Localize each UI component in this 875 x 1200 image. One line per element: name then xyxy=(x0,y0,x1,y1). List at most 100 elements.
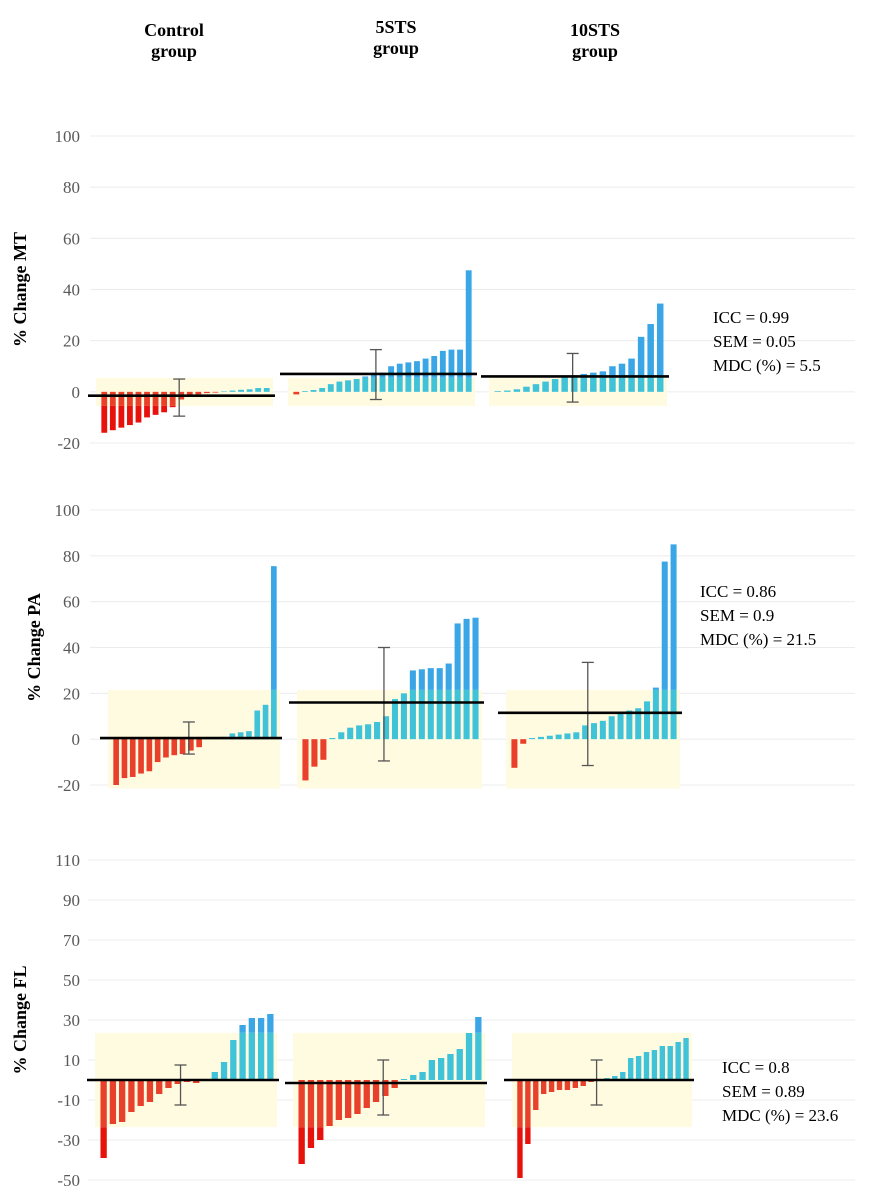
pa-group-1-bar xyxy=(229,733,236,740)
fl-group-2-bar xyxy=(419,1072,426,1080)
fl-group-1-bar xyxy=(267,1014,274,1033)
mt-group-3-bar xyxy=(628,377,635,392)
fl-group-2-bar xyxy=(400,1079,408,1080)
pa-group-3-bar xyxy=(537,736,544,740)
mt-group-2-bar xyxy=(319,387,326,392)
mt-group-1-bar xyxy=(118,405,125,428)
pa-group-2-bar xyxy=(409,670,416,690)
mt-group-1-bar xyxy=(144,405,150,418)
mt-group-2-bar xyxy=(345,380,351,392)
fl-group-3-bar xyxy=(651,1050,658,1080)
fl-group-3 xyxy=(504,1032,694,1178)
mt-group-3-bar xyxy=(656,303,664,378)
mt-group-1-bar xyxy=(255,387,262,392)
pa-group-3-bar xyxy=(661,689,668,740)
mt-group-3-bar xyxy=(532,384,540,392)
fl-group-2-bar xyxy=(372,1080,380,1102)
mt-icc: ICC = 0.99 xyxy=(713,308,790,327)
mt-group-3-bar xyxy=(561,377,568,392)
mt-group-2-bar xyxy=(362,377,369,392)
mt-group-2-bar xyxy=(362,376,369,378)
fl-group-2-bar xyxy=(344,1080,352,1118)
pa-y-tick-label: 60 xyxy=(63,593,80,612)
pa-group-2-bar xyxy=(427,668,434,690)
fl-group-3-bar xyxy=(635,1056,642,1080)
pa-group-2-bar xyxy=(320,739,327,760)
mt-group-2-bar xyxy=(388,366,395,378)
mt-group-1-bar xyxy=(263,387,270,392)
pa-group-2-bar xyxy=(347,727,354,740)
pa-y-tick-label: -20 xyxy=(57,776,80,795)
mt-group-2-bar xyxy=(370,377,377,392)
fl-group-2-bar xyxy=(317,1127,324,1140)
mt-group-1-bar xyxy=(135,391,142,406)
fl-group-3-bar xyxy=(572,1080,579,1088)
mt-group-1-bar xyxy=(109,391,116,406)
pa-group-2-bar xyxy=(338,732,345,740)
mt-group-2-bar xyxy=(405,362,412,378)
fl-group-1-bar xyxy=(100,1127,107,1158)
mt-group-1-bar xyxy=(238,389,244,392)
pa-group-1-bar xyxy=(246,731,252,740)
fl-group-1-bar xyxy=(100,1080,107,1128)
mt-y-tick-label: 100 xyxy=(55,127,81,146)
pa-group-2-bar xyxy=(436,668,443,690)
pa-y-tick-label: 40 xyxy=(63,639,80,658)
fl-group-2-bar xyxy=(410,1075,417,1080)
fl-group-3-bar xyxy=(525,1127,531,1144)
pa-group-2-bar xyxy=(454,623,461,690)
mt-group-3-bar xyxy=(656,377,664,392)
header-5sts-line1: 5STS xyxy=(375,17,417,37)
fl-group-1-bar xyxy=(193,1080,200,1083)
mt-sem: SEM = 0.05 xyxy=(713,332,796,351)
mt-group-3-bar xyxy=(580,377,588,392)
fl-group-2-bar xyxy=(437,1058,445,1080)
mt-group-2-bar xyxy=(396,377,403,392)
pa-group-3 xyxy=(498,544,682,789)
mt-group-1-bar xyxy=(195,391,202,395)
pa-group-1-bar xyxy=(138,739,144,774)
fl-group-1-bar xyxy=(239,1025,246,1033)
pa-y-tick-label: 100 xyxy=(55,501,81,520)
mt-group-1-bar xyxy=(203,391,210,394)
fl-group-2-bar xyxy=(447,1054,454,1080)
pa-y-tick-label: 0 xyxy=(72,730,81,749)
mt-group-3-mdc-band xyxy=(489,377,667,406)
pa-group-3-bar xyxy=(573,732,580,740)
mt-group-1-bar xyxy=(229,390,236,392)
pa-group-2-bar xyxy=(329,738,336,740)
pa-group-2-bar xyxy=(365,724,372,740)
mt-group-2-bar xyxy=(422,358,429,378)
mt-group-2-bar xyxy=(301,391,308,392)
pa-stats: ICC = 0.86 SEM = 0.9 MDC (%) = 21.5 xyxy=(700,580,816,652)
header-10sts-line1: 10STS xyxy=(569,20,621,40)
pa-group-1 xyxy=(100,566,282,789)
mt-group-1-bar xyxy=(127,391,133,406)
fl-group-1-bar xyxy=(109,1080,117,1124)
pa-sem: SEM = 0.9 xyxy=(700,606,775,625)
pa-group-1-bar xyxy=(237,732,244,740)
mt-group-2-bar xyxy=(388,377,395,392)
fl-group-3-bar xyxy=(525,1080,531,1128)
fl-group-2-bar xyxy=(465,1033,473,1080)
mt-group-2-bar xyxy=(310,390,317,392)
pa-group-3-bar xyxy=(582,725,589,740)
fl-group-3-bar xyxy=(667,1046,673,1080)
fl-group-1-bar xyxy=(220,1062,228,1080)
fl-y-axis-label: % Change FL xyxy=(10,965,30,1074)
pa-group-3-bar xyxy=(608,716,615,740)
fl-group-2-bar xyxy=(307,1127,315,1148)
pa-group-2-bar xyxy=(427,689,434,740)
fl-group-3-bar xyxy=(612,1076,618,1080)
mt-group-2-bar xyxy=(379,377,386,392)
fl-group-1-bar xyxy=(257,1018,265,1033)
mt-group-2-bar xyxy=(465,270,472,378)
header-control-line1: Control xyxy=(144,20,204,40)
mt-group-3-bar xyxy=(513,389,521,392)
pa-group-1-bar xyxy=(154,739,161,763)
fl-group-3-bar xyxy=(564,1080,571,1090)
fl-y-tick-label: 70 xyxy=(63,931,80,950)
mt-group-1-bar xyxy=(118,391,125,406)
mt-group-1-bar xyxy=(169,391,176,406)
mt-group-3-bar xyxy=(637,336,645,378)
